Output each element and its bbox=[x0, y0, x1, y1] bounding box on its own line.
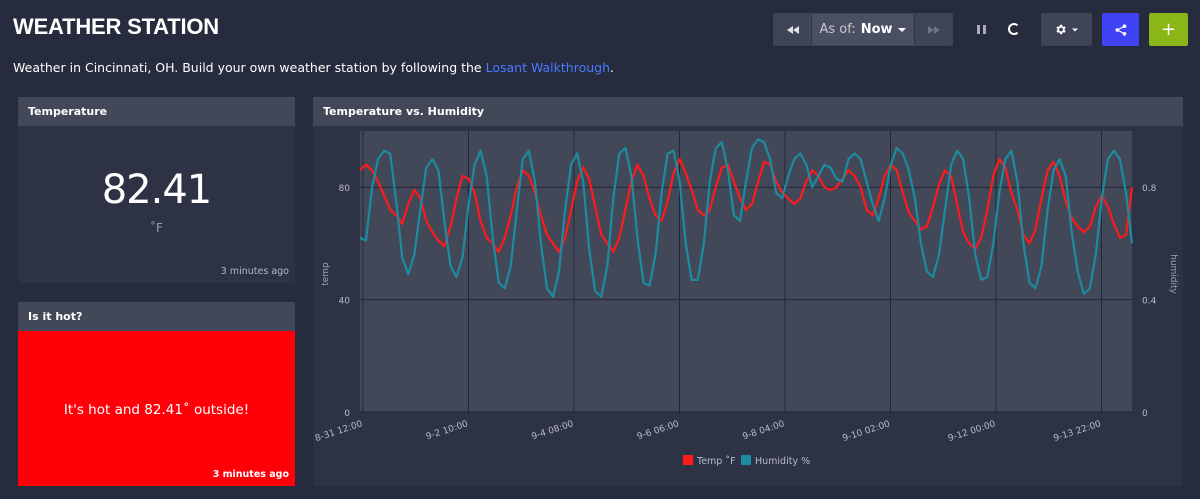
temperature-humidity-block: Temperature vs. Humidity 0 40 80 0 0.4 0.8 8-3… bbox=[313, 97, 1183, 486]
rewind-button[interactable] bbox=[774, 14, 812, 45]
legend-swatch bbox=[741, 455, 751, 465]
y-tick-label-left: 0 bbox=[344, 409, 350, 419]
x-tick-label: 9-6 06:00 bbox=[636, 419, 681, 442]
y-tick-label-right: 0.4 bbox=[1142, 297, 1157, 307]
temperature-value: 82.41 bbox=[101, 167, 213, 213]
hot-indicator: It's hot and 82.41˚ outside! 3 minutes a… bbox=[18, 331, 295, 486]
description-text: Weather in Cincinnati, OH. Build your ow… bbox=[13, 60, 486, 75]
share-icon bbox=[1115, 23, 1126, 36]
humidity-series-line bbox=[359, 138, 1134, 298]
block-title: Temperature bbox=[18, 97, 295, 126]
legend-label: Temp ˚F bbox=[696, 456, 736, 467]
page-title: WEATHER STATION bbox=[13, 14, 219, 39]
pause-icon[interactable] bbox=[970, 19, 992, 39]
block-title: Temperature vs. Humidity bbox=[313, 97, 1183, 126]
as-of-dropdown[interactable]: As of: Now bbox=[812, 14, 914, 45]
timestamp: 3 minutes ago bbox=[220, 266, 289, 277]
fast-forward-icon bbox=[927, 25, 940, 34]
share-button[interactable] bbox=[1102, 13, 1139, 46]
gear-icon bbox=[1056, 24, 1066, 35]
legend-label: Humidity % bbox=[755, 456, 810, 467]
x-tick-label: 9-12 00:00 bbox=[947, 419, 997, 444]
y-axis-label-left: temp bbox=[321, 262, 331, 286]
legend-swatch bbox=[683, 455, 693, 465]
timestamp: 3 minutes ago bbox=[212, 469, 289, 480]
time-navigation: As of: Now bbox=[773, 13, 953, 46]
hot-message: It's hot and 82.41˚ outside! bbox=[63, 402, 250, 418]
temperature-block: Temperature 82.41 ˚F 3 minutes ago bbox=[18, 97, 295, 283]
as-of-label: As of: bbox=[819, 22, 856, 37]
time-series-chart: 0 40 80 0 0.4 0.8 8-31 12:00 9-2 10:00 9-4 08:00… bbox=[314, 131, 1178, 467]
add-block-button[interactable]: + bbox=[1149, 13, 1188, 46]
x-tick-label: 9-2 10:00 bbox=[425, 419, 470, 442]
fast-forward-button[interactable] bbox=[914, 14, 952, 45]
y-tick-label-left: 80 bbox=[339, 184, 351, 194]
x-tick-label: 9-8 04:00 bbox=[741, 419, 786, 442]
is-it-hot-block: Is it hot? It's hot and 82.41˚ outside! … bbox=[18, 302, 295, 486]
rewind-icon bbox=[786, 25, 799, 34]
y-tick-label-right: 0 bbox=[1142, 409, 1148, 419]
walkthrough-link[interactable]: Losant Walkthrough bbox=[485, 60, 611, 75]
as-of-value: Now bbox=[860, 22, 893, 37]
y-tick-label-left: 40 bbox=[339, 297, 351, 307]
x-tick-label: 9-10 02:00 bbox=[842, 419, 892, 444]
temperature-unit: ˚F bbox=[150, 221, 163, 235]
description-suffix: . bbox=[610, 60, 614, 75]
dashboard-description: Weather in Cincinnati, OH. Build your ow… bbox=[13, 60, 614, 75]
caret-down-icon bbox=[1072, 28, 1078, 31]
refresh-spinner-icon bbox=[1008, 23, 1020, 35]
y-tick-label-right: 0.8 bbox=[1142, 184, 1157, 194]
settings-button[interactable] bbox=[1041, 13, 1092, 46]
y-axis-label-right: humidity bbox=[1168, 254, 1178, 294]
x-tick-label: 9-13 22:00 bbox=[1053, 419, 1103, 444]
block-title: Is it hot? bbox=[18, 302, 295, 331]
x-tick-label: 8-31 12:00 bbox=[314, 419, 364, 444]
caret-down-icon bbox=[897, 27, 906, 32]
x-tick-label: 9-4 08:00 bbox=[530, 419, 575, 442]
